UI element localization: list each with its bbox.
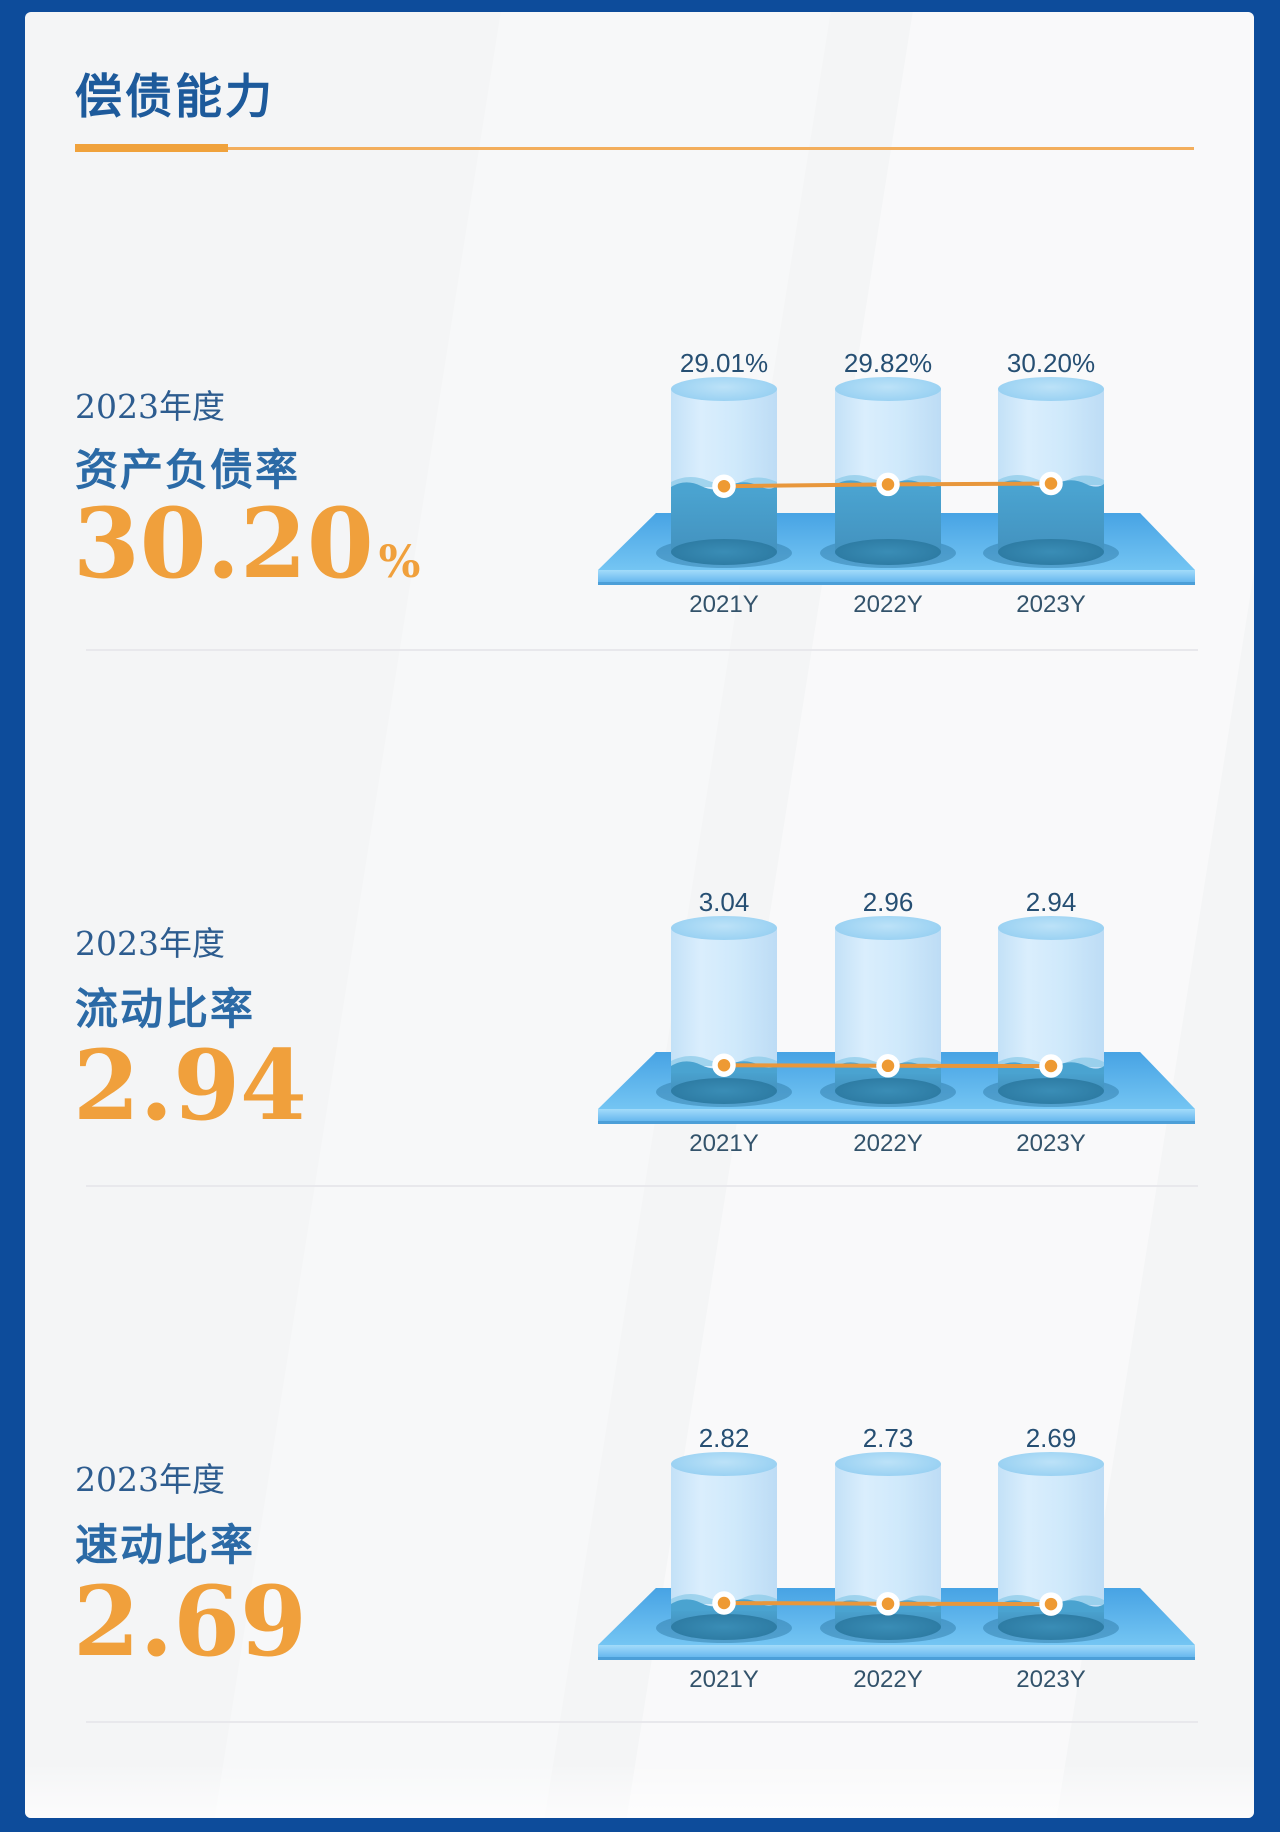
year-label: 2023Y: [1016, 591, 1086, 618]
level-dot: [1039, 1592, 1063, 1616]
level-dot: [876, 1592, 900, 1616]
page-title: 偿债能力: [75, 70, 275, 123]
section-divider: [86, 1721, 1198, 1723]
cylinder-bottom-ellipse: [998, 1614, 1104, 1640]
cylinder-bottom-ellipse: [671, 1078, 777, 1104]
period-label: 2023年度: [75, 1460, 225, 1499]
cylinder-2022Y: [835, 1452, 941, 1640]
level-dot: [712, 1053, 736, 1077]
metric-section-1: 2023年度 资产负债率 30.20% 29.01% 2021Y 29.82% 2022Y 3…: [25, 12, 1254, 1818]
cylinder-top-ellipse: [998, 377, 1104, 401]
metric-big-value: 30.20%: [73, 496, 420, 592]
level-dot: [1039, 1054, 1063, 1078]
year-label: 2021Y: [689, 591, 759, 618]
cylinder-top-ellipse: [671, 377, 777, 401]
cylinder-2022Y: [835, 377, 941, 565]
level-line-chart: [712, 471, 1063, 498]
cylinder-bottom-ellipse: [671, 1614, 777, 1640]
value-label: 30.20%: [1006, 348, 1096, 378]
cylinder-bottom-ellipse: [671, 539, 777, 565]
year-label: 2022Y: [853, 591, 923, 618]
cylinder-top-ellipse: [998, 1452, 1104, 1476]
cylinder-body: [998, 389, 1104, 552]
metric-name: 资产负债率: [75, 447, 300, 495]
metric-name: 速动比率: [75, 1522, 255, 1570]
value-label: 29.82%: [843, 348, 933, 378]
metric-section-2: 2023年度 流动比率 2.94 3.04 2021Y 2.96 2022Y 2.94 2023…: [25, 12, 1254, 1818]
platform-front-face: [598, 1109, 1195, 1124]
value-label: 3.04: [698, 887, 750, 917]
metric-value-number: 2.69: [73, 1565, 307, 1678]
cylinder-top-ellipse: [835, 1452, 941, 1476]
metric-value-number: 30.20: [73, 487, 374, 600]
value-label: 2.94: [1025, 887, 1077, 917]
year-label: 2022Y: [853, 1130, 923, 1157]
level-dot: [876, 472, 900, 497]
year-label: 2021Y: [689, 1130, 759, 1157]
cylinder-2023Y: [998, 377, 1104, 565]
value-label: 2.73: [862, 1423, 914, 1453]
title-underline-accent: [75, 144, 228, 152]
value-label: 2.96: [862, 887, 914, 917]
level-line-chart: [712, 1591, 1063, 1616]
title-underline-rule: [228, 147, 1194, 150]
report-card: 偿债能力 2023年度 资产负债率 30.20% 29.01% 2021Y 29.82% 2…: [25, 12, 1254, 1818]
value-label: 2.69: [1025, 1423, 1077, 1453]
cylinder-2023Y: [998, 916, 1104, 1104]
cylinder-bottom-ellipse: [998, 539, 1104, 565]
cylinder-top-ellipse: [835, 377, 941, 401]
level-dot: [876, 1054, 900, 1078]
metric-value-number: 2.94: [73, 1029, 307, 1142]
year-label: 2023Y: [1016, 1130, 1086, 1157]
level-dot: [712, 474, 736, 498]
cylinder-top-ellipse: [671, 1452, 777, 1476]
level-dot: [1039, 471, 1063, 496]
platform-front-face: [598, 570, 1195, 585]
cylinder-top-ellipse: [835, 916, 941, 940]
cylinder-bottom-ellipse: [835, 539, 941, 565]
cylinder-top-ellipse: [998, 916, 1104, 940]
period-label: 2023年度: [75, 387, 225, 426]
cylinder-top-ellipse: [671, 916, 777, 940]
metric-value-unit: %: [378, 537, 421, 588]
level-dot: [712, 1591, 736, 1615]
year-label: 2022Y: [853, 1666, 923, 1693]
metric-big-value: 2.94: [73, 1038, 312, 1134]
period-label: 2023年度: [75, 924, 225, 963]
section-divider: [86, 649, 1198, 651]
level-line-chart: [712, 1053, 1063, 1078]
cylinder-bottom-ellipse: [835, 1614, 941, 1640]
cylinder-bottom-ellipse: [998, 1078, 1104, 1104]
metric-big-value: 2.69: [73, 1574, 312, 1670]
metric-name: 流动比率: [75, 986, 255, 1034]
section-divider: [86, 1185, 1198, 1187]
cylinder-bottom-ellipse: [835, 1078, 941, 1104]
cylinder-2021Y: [671, 377, 777, 565]
platform-front-face: [598, 1645, 1195, 1660]
cylinder-2023Y: [998, 1452, 1104, 1640]
year-label: 2023Y: [1016, 1666, 1086, 1693]
value-label: 2.82: [698, 1423, 750, 1453]
metric-section-3: 2023年度 速动比率 2.69 2.82 2021Y 2.73 2022Y 2.69 2023…: [25, 12, 1254, 1818]
value-label: 29.01%: [679, 348, 769, 378]
year-label: 2021Y: [689, 1666, 759, 1693]
